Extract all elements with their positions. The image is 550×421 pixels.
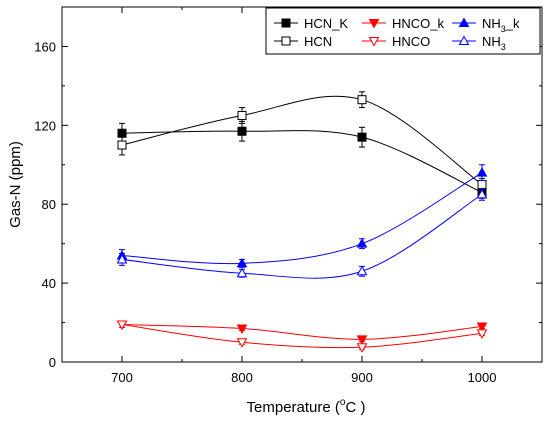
series-line bbox=[121, 324, 483, 349]
series-line bbox=[121, 130, 483, 193]
legend-label-main: HCN_K bbox=[304, 16, 348, 31]
data-point bbox=[236, 338, 248, 348]
data-point bbox=[356, 343, 368, 353]
legend-label: HCN bbox=[304, 34, 332, 49]
data-point bbox=[476, 188, 488, 199]
series-NH3 bbox=[116, 187, 488, 279]
legend-label: HCN_K bbox=[304, 16, 348, 31]
legend-label-subscript: 3 bbox=[501, 42, 506, 52]
plot-frame bbox=[61, 6, 543, 363]
data-point bbox=[476, 329, 488, 339]
data-point bbox=[357, 132, 367, 142]
series-line bbox=[121, 95, 483, 185]
x-axis-title-unit: C ) bbox=[345, 399, 365, 416]
legend-label-main: HNCO bbox=[392, 34, 430, 49]
y-tick-label: 40 bbox=[42, 276, 56, 291]
legend-item-NH3_k: NH3_k bbox=[452, 16, 520, 34]
series-HCN_K bbox=[117, 120, 487, 199]
y-tick-label: 160 bbox=[34, 39, 56, 54]
data-point bbox=[236, 257, 248, 268]
series-layer bbox=[116, 91, 488, 353]
series-HNCO bbox=[116, 320, 488, 353]
y-axis-title: Gas-N (ppm) bbox=[7, 141, 24, 228]
series-line bbox=[121, 172, 483, 265]
y-tick-label: 120 bbox=[34, 118, 56, 133]
y-tick-label: 0 bbox=[49, 355, 56, 370]
legend-label-main: HCN bbox=[304, 34, 332, 49]
data-point bbox=[116, 253, 128, 264]
x-tick-label: 900 bbox=[351, 370, 373, 385]
legend-box bbox=[265, 7, 541, 55]
legend-marker bbox=[458, 35, 470, 45]
data-point bbox=[356, 265, 368, 276]
y-axis: 0 40 80 120 160 bbox=[34, 6, 542, 370]
legend-label-tail: _k bbox=[505, 16, 520, 31]
legend-item-HCN: HCN bbox=[274, 34, 332, 49]
data-point bbox=[237, 110, 247, 120]
data-point bbox=[236, 324, 248, 334]
legend-label-main: NH bbox=[482, 16, 501, 31]
x-tick-label: 700 bbox=[111, 370, 133, 385]
data-point bbox=[356, 335, 368, 345]
x-tick-label: 1000 bbox=[468, 370, 497, 385]
x-axis-title: Temperature (oC ) bbox=[247, 397, 366, 416]
legend-label-main: HNCO_k bbox=[392, 16, 445, 31]
legend-item-HNCO: HNCO bbox=[362, 34, 430, 49]
legend-label-main: NH bbox=[482, 34, 501, 49]
data-point bbox=[477, 180, 487, 189]
legend-marker bbox=[368, 19, 380, 29]
legend-item-HNCO_k: HNCO_k bbox=[362, 16, 445, 31]
x-axis-title-degree: o bbox=[340, 397, 346, 408]
legend-marker bbox=[458, 17, 470, 27]
data-point bbox=[237, 126, 247, 136]
x-axis: 700 800 900 1000 bbox=[61, 7, 543, 385]
legend-label: NH3 bbox=[482, 34, 506, 52]
legend-label: HNCO bbox=[392, 34, 430, 49]
x-tick-label: 800 bbox=[231, 370, 253, 385]
data-point bbox=[356, 238, 368, 248]
data-point bbox=[357, 95, 367, 105]
legend-marker bbox=[281, 36, 291, 46]
data-point bbox=[476, 167, 488, 177]
data-point bbox=[476, 322, 488, 333]
series-line bbox=[121, 324, 483, 340]
series-line bbox=[121, 193, 483, 279]
y-tick-label: 80 bbox=[42, 197, 56, 212]
legend-label: HNCO_k bbox=[392, 16, 445, 31]
legend-label: NH3_k bbox=[482, 16, 520, 34]
series-HCN bbox=[117, 91, 487, 191]
series-NH3_k bbox=[116, 164, 488, 268]
x-axis-title-main: Temperature ( bbox=[247, 399, 340, 416]
data-point bbox=[117, 140, 127, 150]
data-point bbox=[116, 320, 128, 331]
data-point bbox=[236, 267, 248, 278]
legend-label-subscript: 3 bbox=[501, 24, 506, 34]
legend-item-HCN_K: HCN_K bbox=[274, 16, 348, 31]
legend-marker bbox=[281, 18, 291, 28]
legend-item-NH3: NH3 bbox=[452, 34, 506, 52]
legend-marker bbox=[368, 37, 380, 47]
plot-area bbox=[61, 6, 543, 363]
